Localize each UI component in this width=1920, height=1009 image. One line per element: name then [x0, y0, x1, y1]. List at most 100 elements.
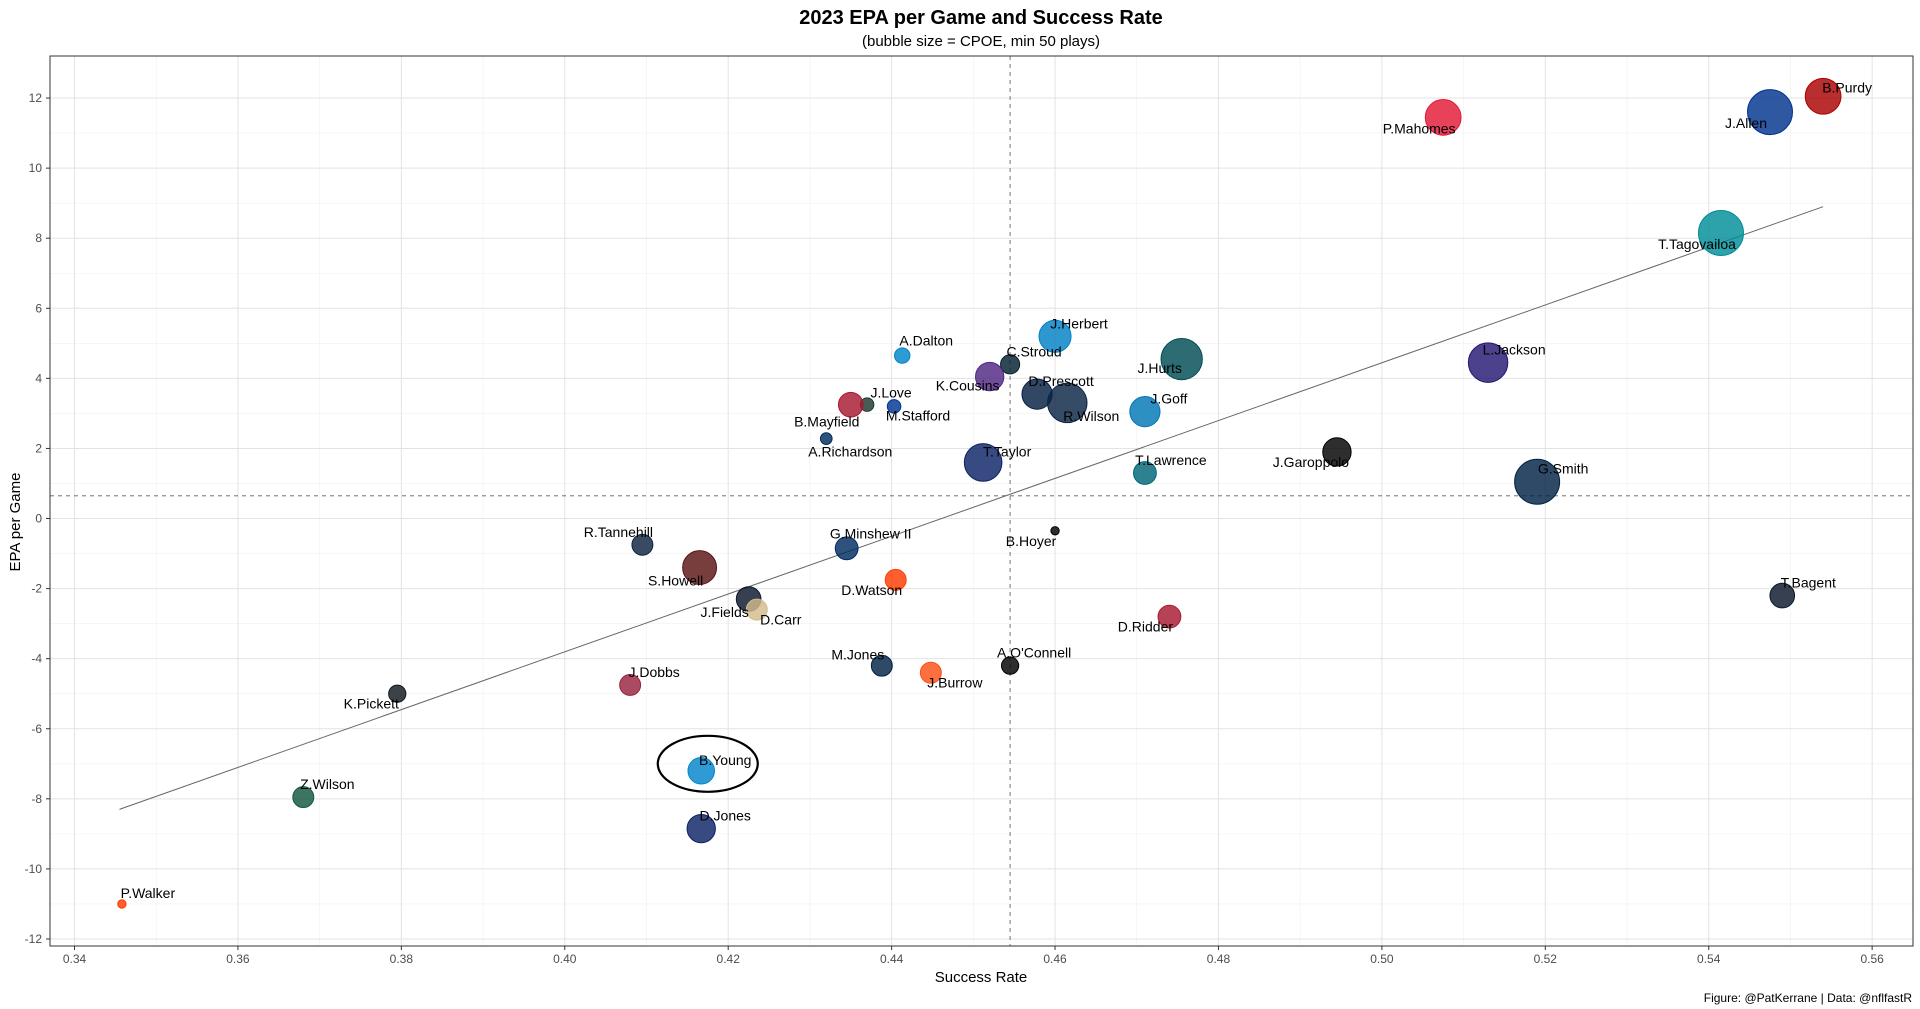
- chart-title: 2023 EPA per Game and Success Rate: [799, 7, 1163, 29]
- x-tick-label: 0.34: [63, 952, 87, 966]
- qb-bubble-b-purdy: [1804, 77, 1842, 115]
- y-tick-label: -10: [25, 862, 43, 876]
- highlight-ellipse: [656, 734, 759, 793]
- point-label-d-jones: D.Jones: [700, 808, 751, 824]
- chart-subtitle: (bubble size = CPOE, min 50 plays): [862, 33, 1100, 50]
- point-label-b-hoyer: B.Hoyer: [1006, 533, 1057, 549]
- point-label-d-prescott: D.Prescott: [1028, 373, 1093, 389]
- y-tick-label: -2: [31, 582, 42, 596]
- qb-bubble-r-tannehill: [631, 533, 654, 556]
- qb-bubble-k-cousins: [974, 361, 1005, 392]
- qb-bubble-b-hoyer: [1050, 526, 1060, 536]
- x-tick-label: 0.54: [1697, 952, 1721, 966]
- point-label-a-o-connell: A.O'Connell: [997, 645, 1071, 661]
- data-points: [117, 77, 1842, 909]
- y-tick-label: 4: [35, 371, 42, 385]
- point-label-z-wilson: Z.Wilson: [300, 776, 354, 792]
- point-label-r-tannehill: R.Tannehill: [584, 524, 653, 540]
- chart-caption: Figure: @PatKerrane | Data: @nflfastR: [1704, 991, 1913, 1005]
- qb-bubble-a-o-connell: [1000, 656, 1020, 675]
- qb-bubble-j-garoppolo: [1322, 437, 1352, 467]
- point-label-j-garoppolo: J.Garoppolo: [1273, 454, 1349, 470]
- y-tick-label: -4: [31, 652, 42, 666]
- qb-bubble-b-mayfield: [837, 391, 864, 418]
- qb-bubble-t-bagent: [1769, 582, 1796, 609]
- qb-bubble-d-jones: [686, 813, 716, 844]
- qb-bubble-t-lawrence: [1133, 461, 1157, 485]
- y-tick-label: -12: [25, 932, 43, 946]
- point-label-j-burrow: J.Burrow: [927, 675, 983, 691]
- qb-bubble-g-minshew-ii: [834, 536, 859, 561]
- point-label-g-smith: G.Smith: [1538, 461, 1589, 477]
- qb-bubble-z-wilson: [292, 786, 315, 809]
- point-label-g-minshew-ii: G.Minshew II: [830, 525, 912, 541]
- point-label-j-goff: J.Goff: [1150, 391, 1187, 407]
- qb-bubble-j-burrow: [919, 661, 942, 684]
- qb-bubble-b-young: [687, 757, 715, 785]
- qb-bubble-a-dalton: [894, 347, 911, 364]
- point-label-d-carr: D.Carr: [760, 612, 802, 628]
- x-tick-label: 0.50: [1370, 952, 1394, 966]
- x-axis-title: Success Rate: [935, 969, 1028, 986]
- qb-bubble-d-watson: [884, 568, 907, 591]
- qb-bubble-p-mahomes: [1424, 98, 1462, 136]
- qb-bubble-j-hurts: [1160, 337, 1203, 381]
- point-label-a-richardson: A.Richardson: [808, 444, 892, 460]
- point-label-t-bagent: T.Bagent: [1781, 575, 1836, 591]
- point-label-m-stafford: M.Stafford: [886, 407, 950, 423]
- point-label-j-herbert: J.Herbert: [1050, 315, 1108, 331]
- reference-lines: [50, 56, 1913, 946]
- qb-bubble-j-goff: [1129, 396, 1161, 428]
- y-tick-label: 12: [29, 91, 43, 105]
- panel-border: [49, 55, 1914, 947]
- point-label-k-pickett: K.Pickett: [344, 696, 399, 712]
- qb-bubble-a-richardson: [819, 432, 833, 445]
- point-label-p-mahomes: P.Mahomes: [1383, 120, 1456, 136]
- qb-bubble-c-stroud: [1000, 354, 1021, 375]
- point-label-k-cousins: K.Cousins: [936, 378, 1000, 394]
- axes: 0.34 0.36 0.38 0.40 0.42 0.44 0.46 0.48 0.50 0.52…: [25, 55, 1914, 966]
- qb-bubble-k-pickett: [388, 684, 407, 703]
- point-label-d-watson: D.Watson: [841, 582, 902, 598]
- qb-bubble-r-wilson: [1047, 382, 1088, 424]
- point-label-m-jones: M.Jones: [831, 647, 884, 663]
- x-tick-label: 0.52: [1534, 952, 1558, 966]
- y-tick-label: -8: [31, 792, 42, 806]
- x-tick-label: 0.46: [1043, 952, 1067, 966]
- y-tick-label: 2: [35, 441, 42, 455]
- point-label-j-love: J.Love: [870, 385, 911, 401]
- y-tick-label: -6: [31, 722, 42, 736]
- point-label-p-walker: P.Walker: [121, 885, 176, 901]
- point-label-t-taylor: T.Taylor: [983, 443, 1032, 459]
- point-label-j-fields: J.Fields: [701, 604, 749, 620]
- point-label-d-ridder: D.Ridder: [1118, 619, 1174, 635]
- y-tick-label: 0: [35, 512, 42, 526]
- x-tick-label: 0.56: [1860, 952, 1884, 966]
- grid: [50, 56, 1913, 946]
- qb-bubble-j-allen: [1747, 89, 1794, 136]
- x-tick-label: 0.48: [1207, 952, 1231, 966]
- y-tick-label: 10: [29, 161, 43, 175]
- point-label-l-jackson: L.Jackson: [1483, 342, 1546, 358]
- qb-bubble-j-dobbs: [619, 673, 642, 696]
- x-tick-label: 0.38: [390, 952, 414, 966]
- qb-bubble-m-stafford: [886, 399, 902, 414]
- point-label-c-stroud: C.Stroud: [1006, 343, 1061, 359]
- qb-bubble-d-carr: [745, 598, 768, 621]
- y-axis-title: EPA per Game: [7, 473, 24, 572]
- qb-bubble-p-walker: [117, 899, 127, 909]
- qb-bubble-m-jones: [870, 654, 893, 677]
- x-tick-label: 0.42: [717, 952, 741, 966]
- y-tick-label: 8: [35, 231, 42, 245]
- point-label-b-mayfield: B.Mayfield: [794, 414, 859, 430]
- point-labels: B.Purdy J.Allen P.Mahomes T.Tagovailoa L.Jac…: [121, 79, 1872, 901]
- point-label-b-purdy: B.Purdy: [1822, 79, 1872, 95]
- point-label-t-tagovailoa: T.Tagovailoa: [1658, 236, 1736, 252]
- qb-bubble-t-tagovailoa: [1697, 209, 1744, 256]
- point-label-t-lawrence: T.Lawrence: [1135, 452, 1207, 468]
- qb-bubble-j-herbert: [1038, 319, 1072, 353]
- point-label-a-dalton: A.Dalton: [899, 333, 953, 349]
- point-label-j-hurts: J.Hurts: [1138, 360, 1182, 376]
- qb-bubble-t-taylor: [963, 443, 1003, 482]
